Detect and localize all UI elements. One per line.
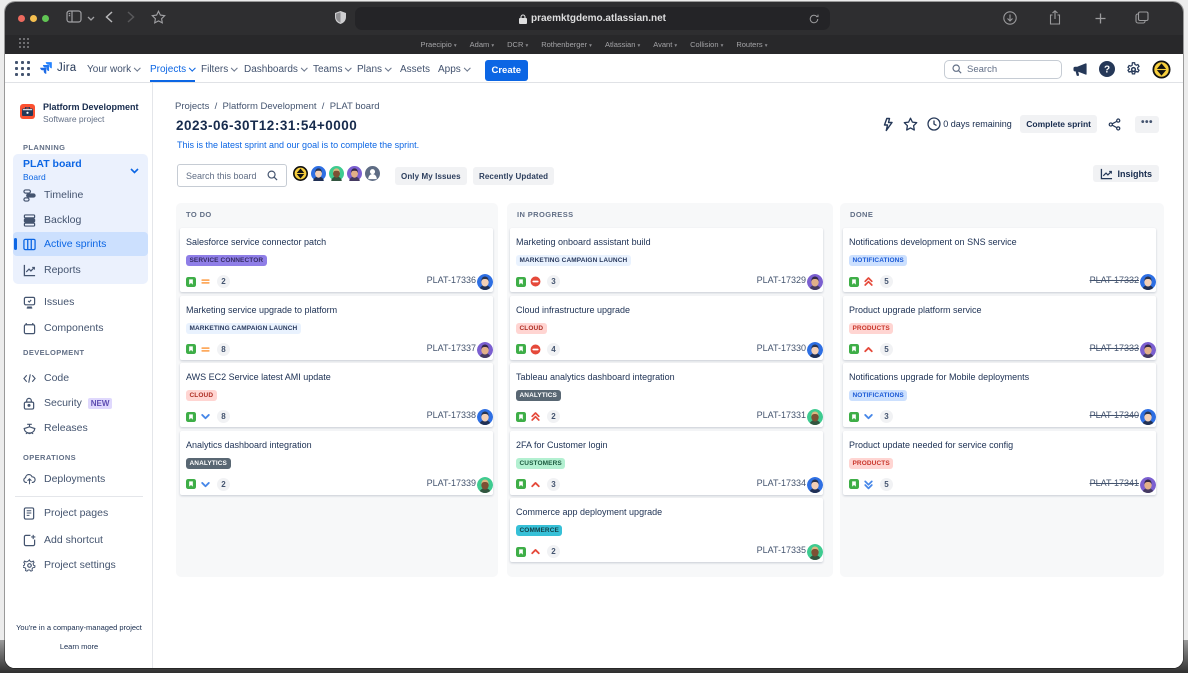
svg-text:?: ? — [1104, 65, 1110, 76]
